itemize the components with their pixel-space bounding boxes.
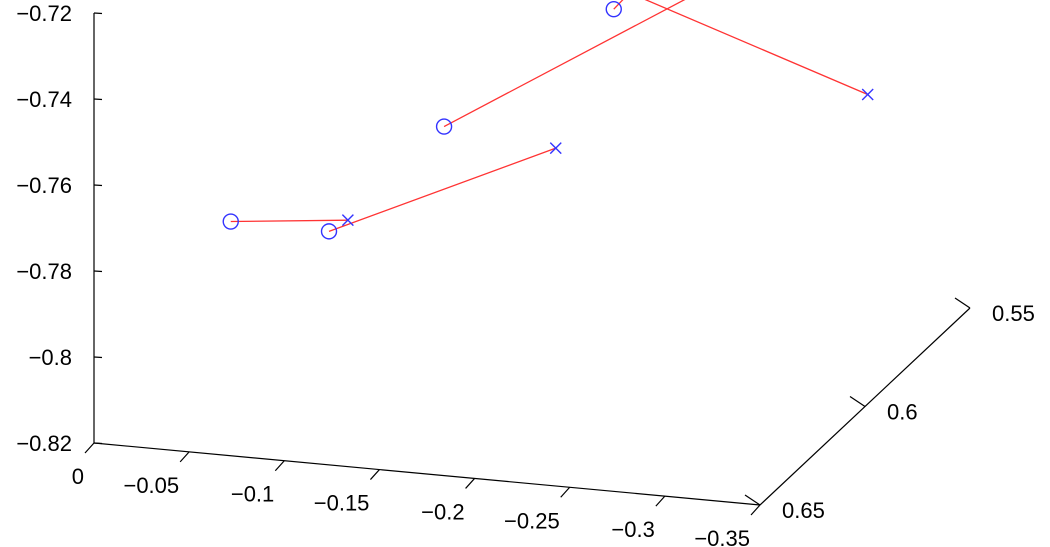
plot-area xyxy=(222,0,874,240)
x-tick-mark xyxy=(369,469,380,480)
connector-line xyxy=(443,0,686,128)
circle-marker xyxy=(435,118,453,135)
cross-marker xyxy=(341,214,354,227)
x-tick-label: −0.05 xyxy=(123,473,179,498)
z-tick-label: −0.8 xyxy=(29,345,72,370)
x-tick-label: −0.3 xyxy=(611,517,654,542)
circle-marker xyxy=(320,223,338,240)
connector-line xyxy=(230,219,348,223)
z-tick-mark xyxy=(93,98,103,101)
circle-marker xyxy=(222,213,239,230)
x-tick-mark xyxy=(179,451,190,463)
y-tick-mark xyxy=(849,396,866,407)
x-tick-label: −0.2 xyxy=(421,499,464,524)
x-tick-mark xyxy=(465,478,476,489)
x-tick-label: −0.1 xyxy=(231,482,274,507)
y-tick-label: 0.6 xyxy=(887,400,918,425)
z-tick-label: −0.78 xyxy=(16,259,72,284)
x-tick-mark xyxy=(84,442,95,454)
x-tick-label: −0.25 xyxy=(504,508,560,533)
x-tick-label: 0 xyxy=(72,464,84,489)
y-tick-mark xyxy=(744,494,761,506)
circle-marker xyxy=(605,0,622,18)
z-tick-label: −0.76 xyxy=(16,173,72,198)
y-tick-mark xyxy=(954,297,971,309)
axes: −0.82 −0.8 −0.78 −0.76 −0.74 −0.72 0 −0.05 −0.1 −… xyxy=(16,1,1035,547)
z-tick-mark xyxy=(93,12,103,15)
y-tick-label: 0.55 xyxy=(992,301,1035,326)
x-tick-mark xyxy=(560,486,571,498)
x-tick-mark xyxy=(750,504,761,516)
x-tick-mark xyxy=(655,495,666,507)
z-tick-label: −0.74 xyxy=(16,87,72,112)
connector-line xyxy=(613,0,624,10)
y-tick-label: 0.65 xyxy=(782,498,825,523)
cross-marker xyxy=(549,142,562,155)
z-tick-mark xyxy=(93,270,103,273)
x-axis-line xyxy=(93,442,761,506)
cross-stroke xyxy=(549,142,562,155)
cross-stroke xyxy=(341,214,354,227)
connector-line xyxy=(644,0,868,96)
x-tick-label: −0.35 xyxy=(694,526,750,547)
z-tick-label: −0.82 xyxy=(16,431,72,456)
cross-stroke xyxy=(861,88,874,101)
x-tick-label: −0.15 xyxy=(314,491,370,516)
z-tick-mark xyxy=(93,184,103,187)
connector-line xyxy=(328,147,556,232)
z-tick-label: −0.72 xyxy=(16,1,72,26)
z-tick-mark xyxy=(93,356,103,359)
cross-marker xyxy=(861,88,874,101)
x-tick-mark xyxy=(274,460,285,472)
